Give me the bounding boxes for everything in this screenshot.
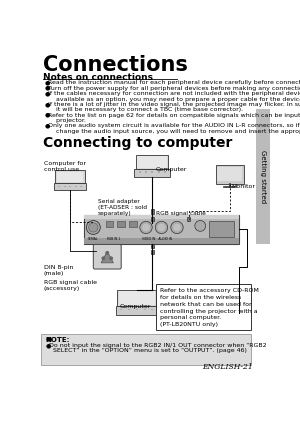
Circle shape	[142, 224, 150, 231]
Circle shape	[86, 221, 100, 234]
FancyBboxPatch shape	[54, 184, 86, 190]
FancyBboxPatch shape	[93, 245, 121, 269]
FancyBboxPatch shape	[55, 170, 85, 184]
Text: Getting started: Getting started	[260, 150, 266, 203]
FancyBboxPatch shape	[57, 172, 83, 182]
Circle shape	[195, 221, 206, 231]
Text: ●: ●	[44, 124, 50, 129]
Circle shape	[155, 221, 168, 233]
Polygon shape	[101, 251, 113, 263]
Text: RGB signal cable: RGB signal cable	[156, 211, 206, 216]
Circle shape	[105, 251, 109, 255]
Text: ●: ●	[44, 91, 50, 96]
FancyBboxPatch shape	[151, 250, 154, 254]
FancyBboxPatch shape	[136, 155, 169, 169]
Circle shape	[109, 256, 113, 260]
FancyBboxPatch shape	[84, 238, 239, 245]
Text: RGB IN 1: RGB IN 1	[107, 237, 121, 241]
Text: change the audio input source, you will need to remove and insert the appropriat: change the audio input source, you will …	[48, 129, 300, 134]
Circle shape	[101, 256, 105, 260]
Bar	[136, 309, 138, 310]
Text: projector.: projector.	[48, 118, 86, 123]
FancyBboxPatch shape	[209, 221, 234, 237]
Circle shape	[140, 221, 152, 233]
Text: Connecting to computer: Connecting to computer	[43, 136, 232, 150]
Text: Do not input the signal to the RGB2 IN/1 OUT connector when “RGB2: Do not input the signal to the RGB2 IN/1…	[49, 343, 267, 348]
Text: NOTE:: NOTE:	[45, 337, 70, 343]
Text: Serial adapter
(ET-ADSER : sold
separately): Serial adapter (ET-ADSER : sold separate…	[98, 199, 147, 216]
FancyBboxPatch shape	[41, 334, 250, 365]
Bar	[164, 171, 166, 173]
Bar	[139, 171, 141, 173]
FancyBboxPatch shape	[151, 209, 154, 213]
Text: Read the instruction manual for each peripheral device carefully before connecti: Read the instruction manual for each per…	[48, 81, 300, 85]
Text: Connections: Connections	[43, 55, 188, 75]
Text: ●: ●	[44, 86, 50, 91]
Bar	[64, 186, 66, 187]
Text: ●: ●	[44, 102, 50, 107]
Text: SELECT” in the “OPTION” menu is set to “OUTPUT”. (page 46): SELECT” in the “OPTION” menu is set to “…	[53, 348, 247, 353]
FancyBboxPatch shape	[256, 109, 270, 244]
FancyBboxPatch shape	[84, 215, 239, 219]
Bar	[80, 186, 82, 187]
FancyBboxPatch shape	[151, 244, 154, 248]
Text: Turn off the power supply for all peripheral devices before making any connectio: Turn off the power supply for all periph…	[48, 86, 300, 91]
Text: RGB signal cable
(accessory): RGB signal cable (accessory)	[44, 280, 97, 291]
Bar	[158, 171, 160, 173]
FancyBboxPatch shape	[106, 221, 113, 227]
Text: available as an option, you may need to prepare a proper cable for the device co: available as an option, you may need to …	[48, 97, 300, 101]
Bar	[152, 309, 153, 310]
Text: Notes on connections: Notes on connections	[43, 73, 153, 82]
Text: VIDEO IN   AUDIO IN: VIDEO IN AUDIO IN	[142, 237, 172, 241]
Text: DIN 8-pin
(male): DIN 8-pin (male)	[44, 265, 73, 276]
FancyBboxPatch shape	[134, 169, 170, 177]
FancyBboxPatch shape	[137, 156, 167, 168]
FancyBboxPatch shape	[187, 217, 190, 221]
Bar	[144, 309, 146, 310]
FancyBboxPatch shape	[216, 165, 244, 184]
Bar	[120, 309, 122, 310]
FancyBboxPatch shape	[116, 306, 158, 315]
Text: If there is a lot of jitter in the video signal, the projected image may flicker: If there is a lot of jitter in the video…	[48, 102, 300, 107]
Text: Computer: Computer	[120, 304, 151, 309]
Text: Computer: Computer	[155, 167, 187, 172]
FancyBboxPatch shape	[129, 221, 137, 227]
Bar	[145, 171, 147, 173]
Bar	[58, 186, 60, 187]
Text: it will be necessary to connect a TBC (time base corrector).: it will be necessary to connect a TBC (t…	[48, 107, 244, 112]
Circle shape	[89, 223, 98, 232]
FancyBboxPatch shape	[117, 221, 125, 227]
Text: ●: ●	[44, 81, 50, 85]
Circle shape	[158, 224, 165, 231]
FancyBboxPatch shape	[217, 167, 242, 181]
Text: Only one audio system circuit is available for the AUDIO IN L-R connectors, so i: Only one audio system circuit is availab…	[48, 124, 300, 129]
FancyBboxPatch shape	[151, 217, 154, 221]
Text: Monitor: Monitor	[231, 184, 255, 189]
Text: ●: ●	[45, 343, 51, 348]
Text: SERIAL: SERIAL	[88, 237, 98, 241]
FancyBboxPatch shape	[117, 290, 156, 306]
Text: ●: ●	[44, 113, 50, 118]
Circle shape	[173, 224, 181, 231]
Text: ●: ●	[45, 337, 51, 342]
Text: If the cables necessary for connection are not included with the peripheral devi: If the cables necessary for connection a…	[48, 91, 300, 96]
Bar	[152, 171, 153, 173]
Bar	[75, 186, 76, 187]
Circle shape	[171, 221, 183, 233]
FancyBboxPatch shape	[84, 215, 239, 245]
Text: ENGLISH-21: ENGLISH-21	[202, 363, 253, 371]
FancyBboxPatch shape	[119, 291, 154, 305]
Text: Computer for
control use: Computer for control use	[44, 161, 86, 173]
Bar	[128, 309, 130, 310]
Bar	[69, 186, 71, 187]
FancyBboxPatch shape	[156, 285, 250, 330]
Text: Refer to the accessory CD-ROM
for details on the wireless
network that can be us: Refer to the accessory CD-ROM for detail…	[160, 288, 259, 327]
Text: Refer to the list on page 62 for details on compatible signals which can be inpu: Refer to the list on page 62 for details…	[48, 113, 300, 118]
